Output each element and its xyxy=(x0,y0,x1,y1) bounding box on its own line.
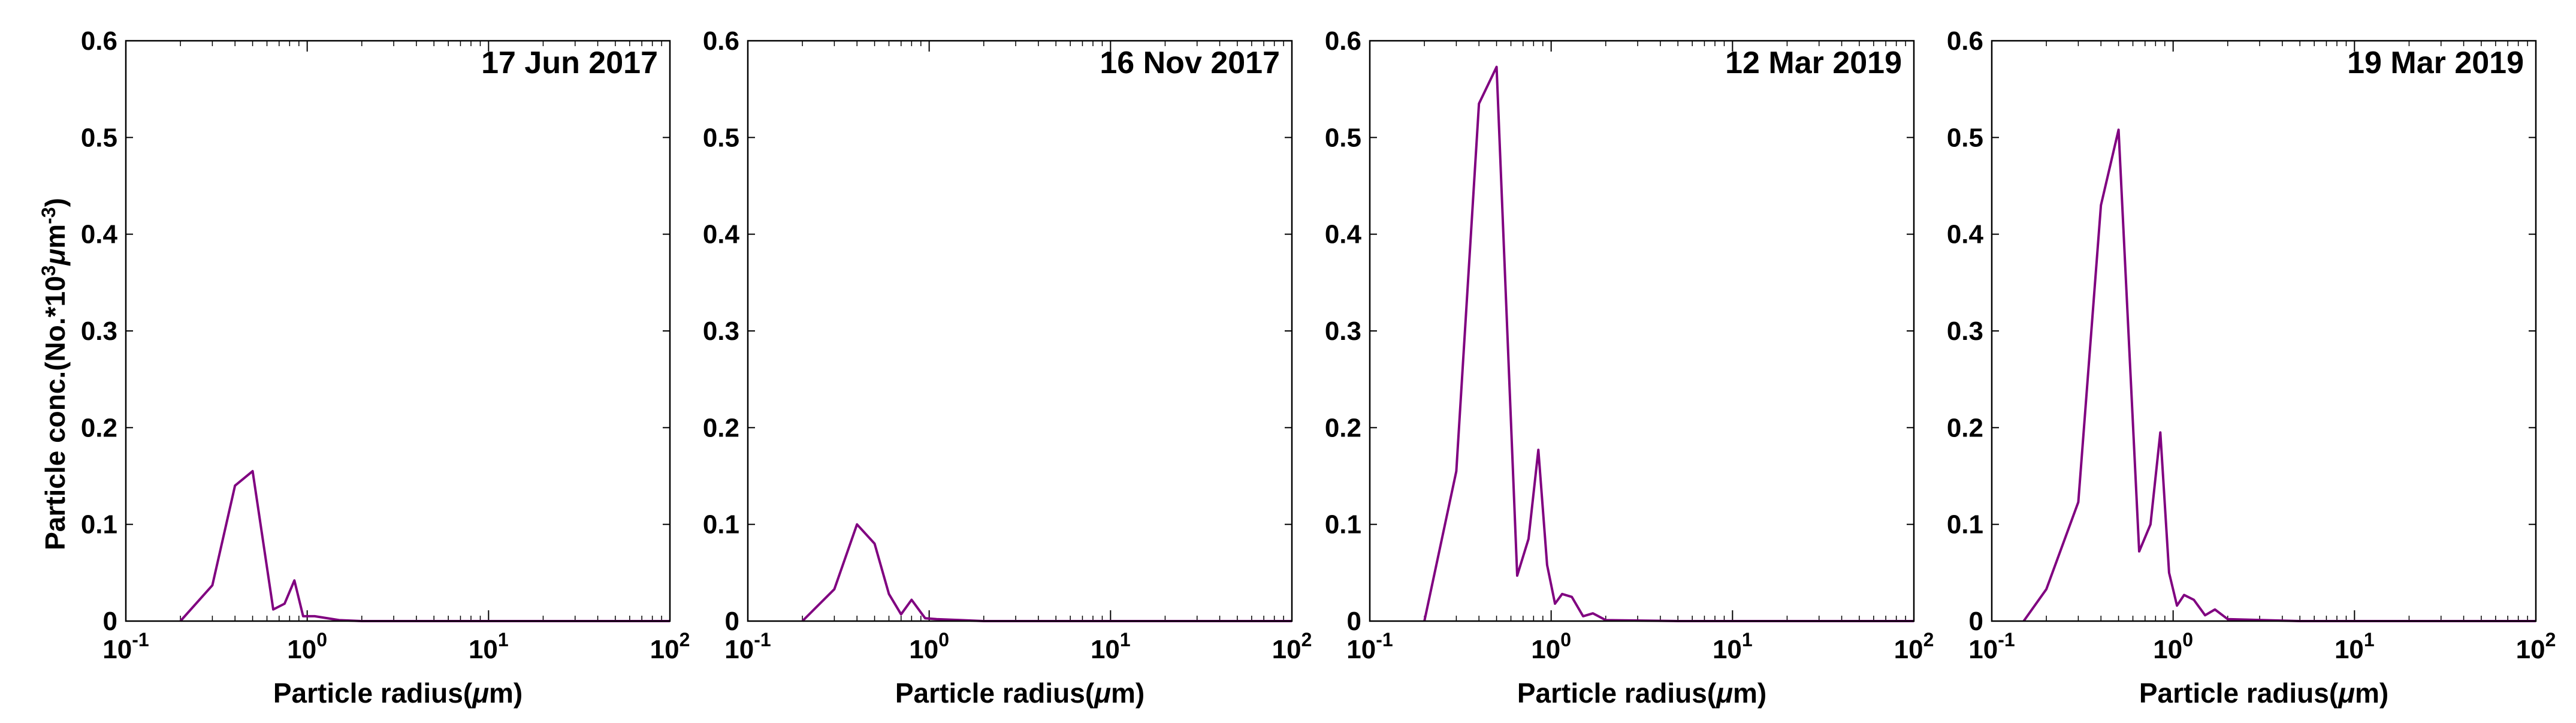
ylabel-sup: 3 xyxy=(38,266,59,276)
y-tick-label: 0 xyxy=(725,607,739,636)
panel-title: 17 Jun 2017 xyxy=(481,46,658,80)
y-tick-label: 0.6 xyxy=(1325,26,1361,56)
y-tick-label: 0.5 xyxy=(1325,123,1361,152)
y-tick-label: 0.1 xyxy=(1947,510,1983,540)
y-tick-label: 0.4 xyxy=(1947,220,1984,249)
chart-panel-2: 0 0.1 0.2 0.3 0.4 0.5 0.6 10-1 100 101 102 16 Nov 2… xyxy=(703,26,1312,709)
ylabel-sup2: -3 xyxy=(38,207,59,224)
panel-title: 19 Mar 2019 xyxy=(2347,46,2524,80)
axes-box xyxy=(125,40,671,622)
x-tick-label: 101 xyxy=(469,629,509,664)
y-tick-label: 0.3 xyxy=(81,317,117,346)
x-tick-label: 102 xyxy=(1272,629,1312,664)
series-line xyxy=(2022,128,2536,622)
chart-panel-1: 0 0.1 0.2 0.3 0.4 0.5 0.6 10-1 100 101 102 17 Jun 2… xyxy=(81,26,690,709)
x-tick-label: 101 xyxy=(1713,629,1753,664)
y-tick-label: 0.3 xyxy=(703,317,739,346)
y-tick-label: 0 xyxy=(1969,607,1983,636)
chart-panel-4: 0 0.1 0.2 0.3 0.4 0.5 0.6 10-1 100 101 102 19 Mar 2… xyxy=(1947,26,2556,709)
axes-box xyxy=(747,40,1293,622)
x-tick-label: 100 xyxy=(909,629,949,664)
y-tick-label: 0.4 xyxy=(1325,220,1362,249)
y-axis-title: Particle conc.(No.*103μm-3) xyxy=(38,198,71,550)
x-axis-title: Particle radius(μm) xyxy=(2139,677,2388,709)
y-tick-label: 0.3 xyxy=(1325,317,1361,346)
y-tick-label: 0.3 xyxy=(1947,317,1983,346)
y-tick-label: 0.2 xyxy=(81,413,117,442)
plot-area xyxy=(748,41,1292,621)
y-tick-label: 0.6 xyxy=(1947,26,1983,56)
y-tick-label: 0.1 xyxy=(703,510,739,540)
y-tick-label: 0.1 xyxy=(1325,510,1361,540)
y-tick-label: 0.6 xyxy=(703,26,739,56)
ylabel-mu: μ xyxy=(40,249,71,267)
y-tick-label: 0 xyxy=(103,607,117,636)
x-tick-label: 100 xyxy=(287,629,327,664)
x-tick-label: 102 xyxy=(2516,629,2556,664)
x-axis-title: Particle radius(μm) xyxy=(273,677,523,709)
ylabel-m: m xyxy=(40,224,71,249)
y-tick-label: 0.4 xyxy=(81,220,118,249)
x-tick-label: 102 xyxy=(1894,629,1934,664)
x-tick-label: 102 xyxy=(650,629,690,664)
y-tick-label: 0.5 xyxy=(81,123,117,152)
x-tick-label: 100 xyxy=(2153,629,2193,664)
x-tick-label: 10-1 xyxy=(1346,629,1393,664)
y-tick-label: 0.1 xyxy=(81,510,117,540)
plot-area xyxy=(1992,41,2536,621)
x-tick-label: 101 xyxy=(2335,629,2375,664)
axes-box xyxy=(1991,40,2537,622)
axes-box xyxy=(1369,40,1915,622)
x-tick-label: 100 xyxy=(1531,629,1571,664)
plot-area xyxy=(1370,41,1914,621)
plot-area xyxy=(126,41,670,621)
x-tick-label: 101 xyxy=(1091,629,1131,664)
x-tick-label: 10-1 xyxy=(102,629,149,664)
y-tick-label: 0.2 xyxy=(703,413,739,442)
y-tick-label: 0 xyxy=(1347,607,1361,636)
y-tick-label: 0.4 xyxy=(703,220,740,249)
y-tick-label: 0.2 xyxy=(1325,413,1361,442)
x-tick-label: 10-1 xyxy=(1968,629,2015,664)
x-axis-title: Particle radius(μm) xyxy=(895,677,1144,709)
y-tick-label: 0.5 xyxy=(703,123,739,152)
panel-title: 12 Mar 2019 xyxy=(1725,46,1902,80)
y-tick-label: 0.6 xyxy=(81,26,117,56)
panel-title: 16 Nov 2017 xyxy=(1100,46,1280,80)
y-tick-label: 0.2 xyxy=(1947,413,1983,442)
chart-panel-3: 0 0.1 0.2 0.3 0.4 0.5 0.6 10-1 100 101 102 12 Mar 2… xyxy=(1325,26,1934,709)
x-axis-title: Particle radius(μm) xyxy=(1517,677,1766,709)
ylabel-close: ) xyxy=(40,198,71,207)
y-tick-label: 0.5 xyxy=(1947,123,1983,152)
x-tick-label: 10-1 xyxy=(724,629,771,664)
ylabel-main: Particle conc.(No.*10 xyxy=(40,276,71,550)
